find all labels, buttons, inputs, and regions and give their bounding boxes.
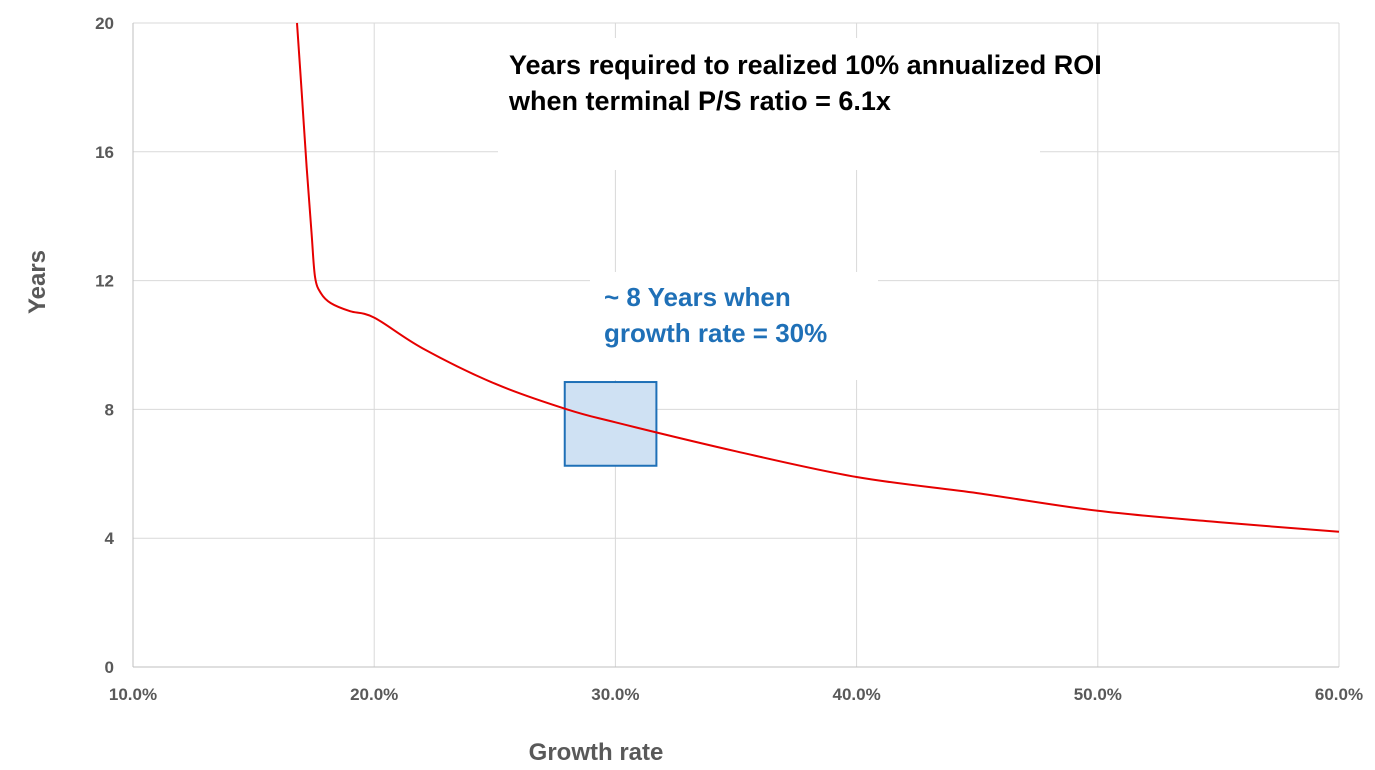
- y-tick-label: 12: [95, 272, 114, 291]
- title-background: [498, 38, 1040, 170]
- series-line: [296, 22, 1340, 533]
- series-group: [296, 22, 1340, 533]
- axes: [132, 23, 1339, 668]
- x-tick-label: 50.0%: [1074, 685, 1122, 704]
- highlight-box: [563, 381, 658, 467]
- x-tick-label: 60.0%: [1315, 685, 1363, 704]
- callout-background: [590, 272, 878, 380]
- y-tick-label: 16: [95, 143, 114, 162]
- y-tick-label: 20: [95, 14, 114, 33]
- x-tick-label: 30.0%: [591, 685, 639, 704]
- y-tick-label: 4: [105, 529, 115, 548]
- y-axis-title: Years: [24, 250, 51, 314]
- x-tick-label: 40.0%: [832, 685, 880, 704]
- tick-labels: 0 4 8 12 16 20 10.0% 20.0% 30.0% 40.0% 50.0% 60.0%: [95, 14, 1363, 704]
- callout-line-2: growth rate = 30%: [604, 318, 827, 348]
- x-tick-label: 10.0%: [109, 685, 157, 704]
- y-tick-label: 8: [105, 400, 114, 419]
- callout-line-1: ~ 8 Years when: [604, 282, 791, 312]
- chart-title-line-2: when terminal P/S ratio = 6.1x: [508, 86, 891, 116]
- x-axis-title: Growth rate: [529, 739, 664, 766]
- x-tick-label: 20.0%: [350, 685, 398, 704]
- chart-title-line-1: Years required to realized 10% annualize…: [509, 50, 1102, 80]
- y-tick-label: 0: [105, 658, 114, 677]
